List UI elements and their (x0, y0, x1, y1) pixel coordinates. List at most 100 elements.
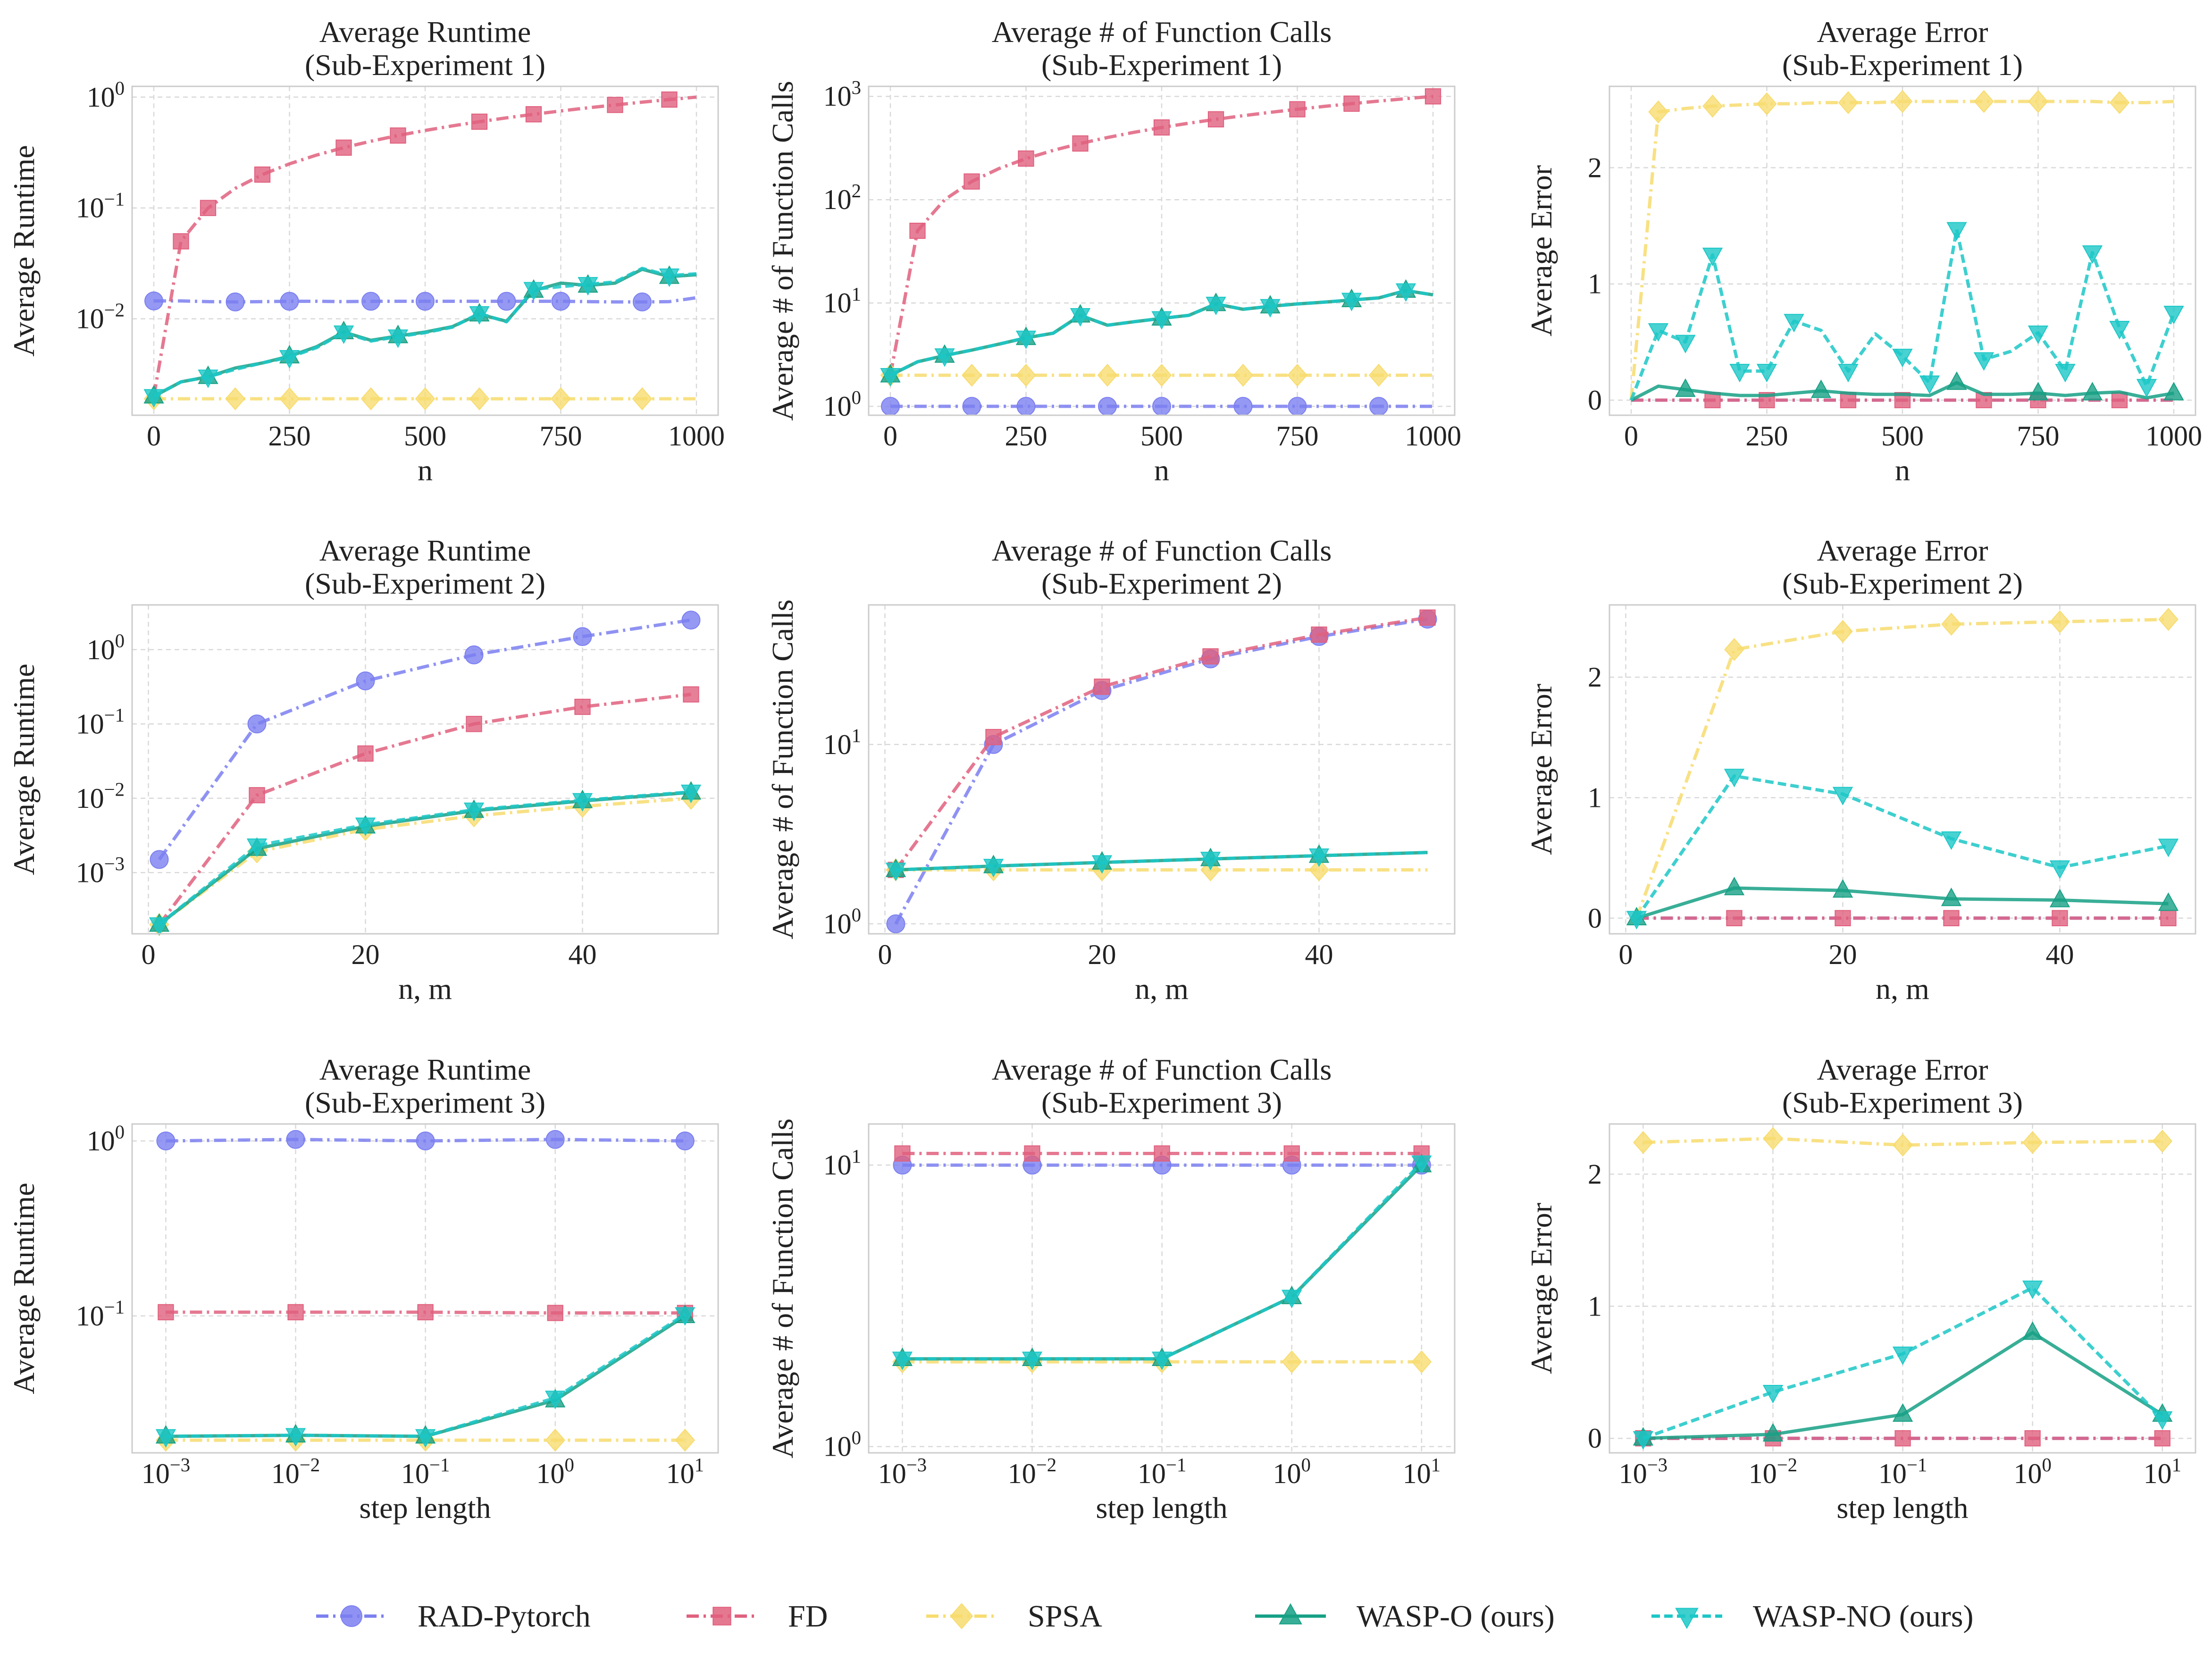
series-line-wasp-o-ours (1630, 381, 2174, 402)
y-tick-label: 2 (1588, 152, 1602, 183)
data-point (2049, 889, 2070, 907)
x-tick-label: 20 (1829, 939, 1857, 970)
data-point (1343, 95, 1360, 112)
x-tick-label: 1000 (668, 420, 725, 452)
data-point (415, 1429, 436, 1448)
data-point (1762, 1423, 1784, 1442)
data-point (1094, 679, 1110, 695)
data-point (1200, 852, 1221, 871)
y-axis-label: Average Error (1525, 165, 1558, 336)
axes-frame (868, 85, 1456, 416)
data-point (962, 397, 981, 416)
x-tick-label: 10−3 (1619, 1454, 1667, 1489)
x-tick-label: 500 (1140, 420, 1183, 452)
axes-frame (131, 85, 719, 416)
x-tick-label: 0 (883, 420, 897, 452)
data-point (1308, 848, 1330, 867)
data-point (335, 139, 352, 156)
y-tick-label: 101 (823, 725, 861, 760)
data-point (1368, 363, 1389, 387)
data-point (607, 97, 623, 113)
data-point (1838, 364, 1859, 383)
legend-item: SPSA (926, 1599, 1102, 1634)
y-tick-label: 1 (1588, 268, 1602, 300)
data-point (1941, 888, 1962, 906)
subplot-title: Average Error (1817, 1053, 1988, 1086)
data-point (1633, 1431, 1654, 1450)
data-point (361, 292, 381, 311)
x-tick-label: 20 (352, 939, 380, 970)
x-tick-label: 750 (2017, 420, 2060, 452)
data-point (2022, 1321, 2043, 1340)
data-point (894, 1145, 911, 1162)
data-point (1648, 323, 1669, 342)
x-tick-label: 10−2 (271, 1454, 320, 1489)
x-tick-label: 20 (1088, 939, 1116, 970)
y-axis-label: Average # of Function Calls (766, 1118, 799, 1458)
data-point (226, 292, 245, 311)
data-point (934, 348, 955, 367)
data-point (574, 698, 591, 715)
data-point (1675, 378, 1696, 397)
subplot-subtitle: (Sub-Experiment 3) (305, 1086, 545, 1119)
data-point (1892, 349, 1913, 368)
data-point (1369, 397, 1389, 416)
data-point (415, 292, 435, 311)
data-point (1202, 648, 1219, 665)
x-tick-label: 10−3 (142, 1454, 190, 1489)
data-point (2160, 910, 2177, 926)
axes-frame (868, 1123, 1456, 1454)
data-point (1919, 375, 1940, 394)
data-point (683, 686, 699, 703)
data-point (285, 1428, 306, 1447)
series-line-fd (894, 616, 1428, 871)
subplot-title: Average Runtime (319, 15, 531, 49)
y-tick-label: 101 (823, 284, 861, 319)
axes-frame (131, 604, 719, 935)
x-tick-label: 500 (404, 420, 446, 452)
data-point (1724, 877, 1745, 896)
data-point (1941, 831, 1962, 850)
x-tick-label: 250 (268, 420, 311, 452)
subplot-7: 10−3 10−2 10−1 100 101 10−1 100 Average Runtime… (7, 1053, 719, 1525)
data-point (463, 802, 485, 822)
data-point (1018, 150, 1034, 167)
data-point (886, 914, 905, 933)
series-line-wasp-no-ours (1635, 774, 2169, 919)
data-point (1832, 879, 1853, 898)
data-point (983, 859, 1004, 878)
data-point (333, 325, 354, 344)
data-point (360, 387, 381, 411)
data-point (1072, 135, 1089, 152)
series-line-spsa (158, 796, 691, 926)
data-point (286, 1130, 305, 1149)
data-point (1838, 91, 1859, 114)
data-point (1633, 1131, 1653, 1154)
data-point (2055, 364, 2076, 383)
data-point (1974, 90, 1994, 113)
data-point (1206, 296, 1226, 315)
data-point (1892, 1346, 1913, 1365)
data-point (880, 368, 901, 387)
y-tick-label: 100 (87, 78, 125, 113)
y-tick-label: 101 (823, 1146, 861, 1181)
data-point (1946, 222, 1967, 241)
data-point (2158, 608, 2178, 631)
data-point (2136, 379, 2157, 398)
x-tick-label: 250 (1005, 420, 1047, 452)
x-axis-label: n (1895, 453, 1910, 487)
data-point (464, 646, 484, 664)
x-tick-label: 100 (536, 1454, 574, 1489)
data-point (885, 863, 906, 881)
axes-frame (868, 604, 1456, 935)
data-point (680, 784, 702, 804)
data-point (1894, 1430, 1911, 1447)
subplot-title: Average # of Function Calls (992, 1053, 1332, 1086)
series-line-fd (152, 95, 697, 397)
data-point (1833, 620, 1853, 643)
data-point (1424, 88, 1441, 105)
